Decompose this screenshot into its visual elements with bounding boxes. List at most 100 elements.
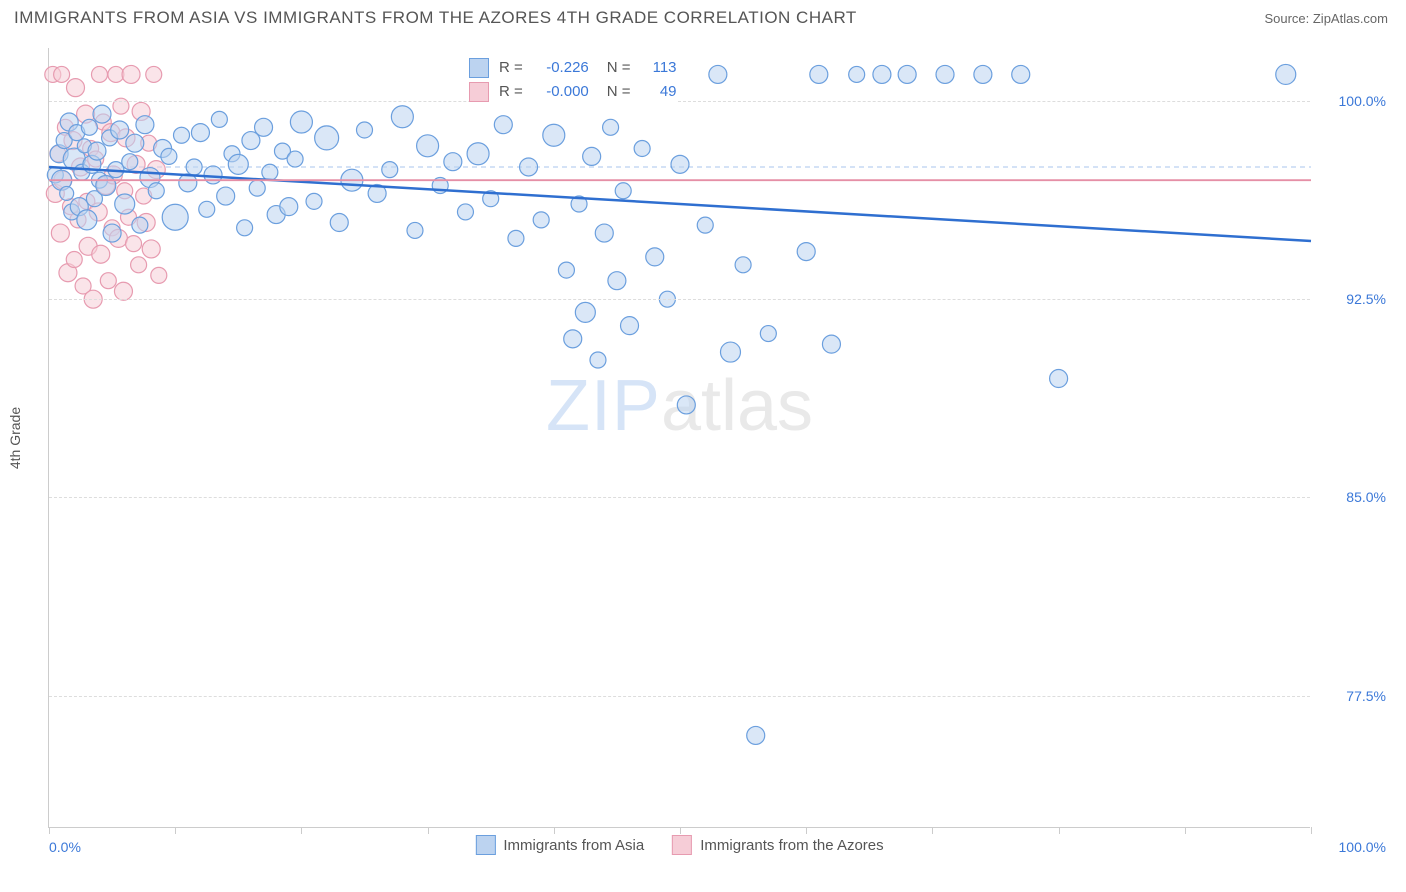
point-azores [66,252,82,268]
point-asia [608,272,626,290]
point-asia [249,180,265,196]
x-min-label: 0.0% [49,839,81,855]
point-azores [51,224,69,242]
y-tick-label: 92.5% [1316,291,1386,307]
point-asia [849,66,865,82]
point-azores [54,66,70,82]
point-asia [810,65,828,83]
point-asia [237,220,253,236]
stats-legend-row: R =-0.226N =113 [469,56,677,80]
point-asia [634,140,650,156]
point-asia [533,212,549,228]
point-asia [174,127,190,143]
point-asia [186,159,202,175]
gridline-h [49,299,1310,300]
point-azores [92,245,110,263]
point-asia [1050,370,1068,388]
point-asia [122,154,138,170]
legend-swatch [469,58,489,78]
point-azores [67,79,85,97]
point-asia [330,214,348,232]
source-label: Source: [1264,11,1312,26]
x-tick [49,827,50,834]
point-asia [417,135,439,157]
point-azores [131,257,147,273]
point-asia [822,335,840,353]
series-legend: Immigrants from AsiaImmigrants from the … [475,835,883,855]
point-asia [262,164,278,180]
point-asia [132,217,148,233]
point-asia [315,126,339,150]
point-azores [114,282,132,300]
n-value: 49 [637,80,677,104]
point-asia [204,166,222,184]
point-asia [382,162,398,178]
point-asia [280,198,298,216]
point-asia [199,201,215,217]
point-asia [677,396,695,414]
point-azores [146,66,162,82]
point-asia [747,726,765,744]
x-tick [428,827,429,834]
point-asia [228,154,248,174]
point-asia [590,352,606,368]
point-asia [646,248,664,266]
point-asia [290,111,312,133]
point-asia [115,194,135,214]
point-asia [191,124,209,142]
point-asia [1012,65,1030,83]
legend-swatch [475,835,495,855]
n-value: 113 [637,56,677,80]
point-asia [211,111,227,127]
point-asia [760,326,776,342]
point-asia [797,243,815,261]
point-asia [148,183,164,199]
x-tick [806,827,807,834]
point-asia [709,65,727,83]
n-label: N = [607,56,631,80]
point-asia [558,262,574,278]
point-asia [508,230,524,246]
point-asia [671,155,689,173]
point-asia [60,186,74,200]
r-value: -0.226 [529,56,589,80]
point-asia [407,222,423,238]
point-asia [873,65,891,83]
point-asia [494,116,512,134]
point-asia [111,121,129,139]
gridline-h [49,101,1310,102]
x-tick [1059,827,1060,834]
x-tick [1311,827,1312,834]
point-asia [936,65,954,83]
n-label: N = [607,80,631,104]
point-asia [974,65,992,83]
point-asia [217,187,235,205]
point-asia [357,122,373,138]
point-azores [122,65,140,83]
legend-swatch [672,835,692,855]
x-tick [932,827,933,834]
point-asia [543,124,565,146]
point-asia [898,65,916,83]
r-value: -0.000 [529,80,589,104]
point-asia [520,158,538,176]
point-azores [91,66,107,82]
y-axis-title: 4th Grade [7,406,23,468]
stats-legend-row: R =-0.000N =49 [469,80,677,104]
plot-area: 4th Grade ZIPatlas R =-0.226N =113R =-0.… [48,48,1310,828]
point-asia [697,217,713,233]
point-asia [564,330,582,348]
x-tick [680,827,681,834]
x-tick [301,827,302,834]
point-asia [287,151,303,167]
point-asia [162,204,188,230]
gridline-h [49,696,1310,697]
point-asia [96,175,116,195]
point-asia [88,142,106,160]
source-name: ZipAtlas.com [1313,11,1388,26]
point-asia [391,106,413,128]
point-asia [81,119,97,135]
point-azores [151,267,167,283]
source-attribution: Source: ZipAtlas.com [1264,11,1388,26]
point-asia [595,224,613,242]
